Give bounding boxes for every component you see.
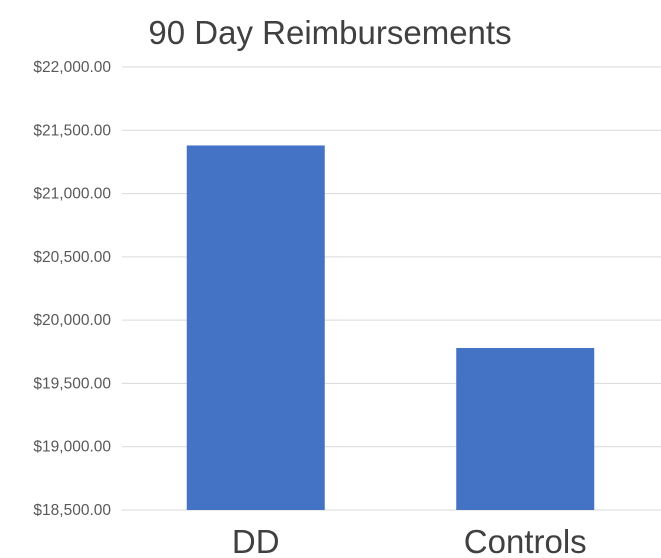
bar-dd xyxy=(186,145,325,510)
y-tick-label: $21,500.00 xyxy=(33,122,111,139)
bars xyxy=(186,145,595,510)
y-tick-label: $21,000.00 xyxy=(33,186,111,203)
x-axis: DD Controls xyxy=(232,523,587,558)
x-tick-label: Controls xyxy=(464,523,587,558)
y-tick-label: $19,500.00 xyxy=(33,375,111,392)
y-axis: $18,500.00 $19,000.00 $19,500.00 $20,000.00… xyxy=(33,59,111,519)
y-tick-label: $22,000.00 xyxy=(33,59,111,76)
y-tick-label: $19,000.00 xyxy=(33,439,111,456)
y-tick-label: $20,000.00 xyxy=(33,312,111,329)
x-tick-label: DD xyxy=(232,523,280,558)
chart-title: 90 Day Reimbursements xyxy=(148,14,511,51)
y-tick-label: $18,500.00 xyxy=(33,502,111,519)
y-tick-label: $20,500.00 xyxy=(33,249,111,266)
bar-controls xyxy=(456,347,595,510)
